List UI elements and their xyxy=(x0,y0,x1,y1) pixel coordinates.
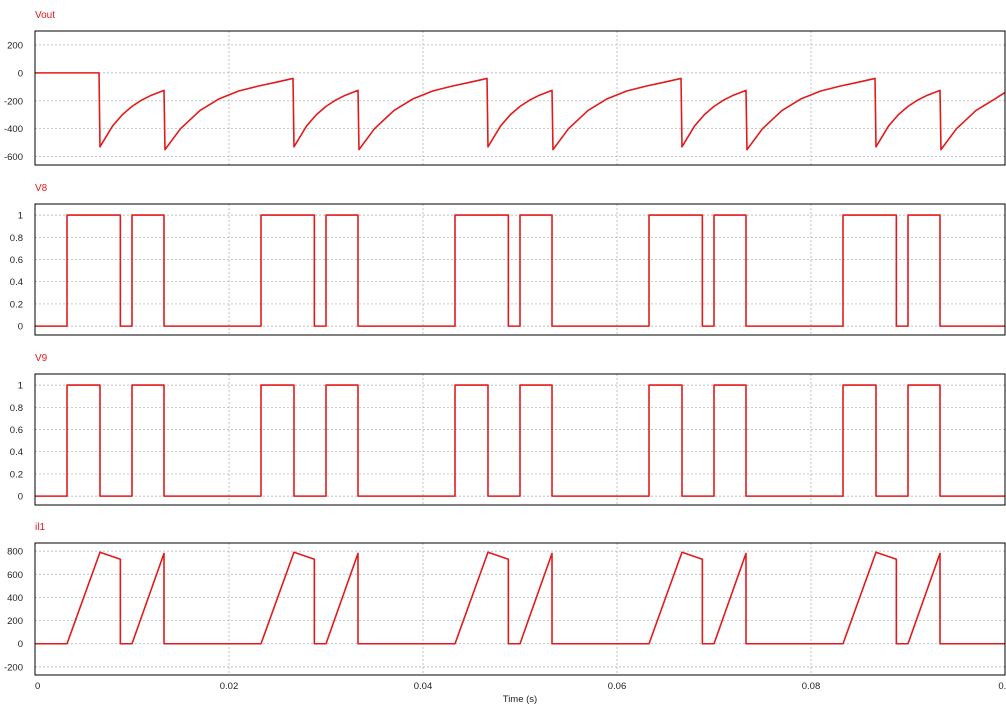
panel-frame xyxy=(34,542,1006,676)
y-tick-label: 0 xyxy=(18,322,23,333)
y-tick-label: -400 xyxy=(4,124,23,135)
y-tick-label: 0 xyxy=(18,492,23,503)
x-tick-label: 0.1 xyxy=(998,681,1006,692)
panel-frame xyxy=(34,203,1006,336)
panel-frame xyxy=(34,30,1006,166)
y-tick-label: 0.2 xyxy=(10,469,23,480)
y-tick-label: 0.6 xyxy=(10,425,23,436)
y-tick-label: 600 xyxy=(7,570,23,581)
panel-vout: Vout 200 0 -200 -400 -600 xyxy=(4,10,1006,166)
y-tick-label: 0.4 xyxy=(10,447,23,458)
panel-title: il1 xyxy=(35,522,45,533)
series-line-v8 xyxy=(35,214,1005,327)
y-tick-label: -600 xyxy=(4,152,23,163)
series-line-v9 xyxy=(35,384,1005,497)
y-tick-label: 800 xyxy=(7,547,23,558)
series-line-il1 xyxy=(35,551,1005,645)
panel-v9: V9 1 0.8 0.6 0.4 0.2 0 xyxy=(10,353,1006,506)
y-tick-label: 0 xyxy=(18,639,23,650)
y-tick-label: 0.8 xyxy=(10,233,23,244)
y-tick-label: 0.6 xyxy=(10,255,23,266)
panel-title: Vout xyxy=(35,10,55,21)
x-tick-label: 0.08 xyxy=(802,681,821,692)
y-tick-label: -200 xyxy=(4,96,23,107)
panel-v8: V8 1 0.8 0.6 0.4 0.2 0 xyxy=(10,183,1006,336)
y-tick-label: 0.8 xyxy=(10,403,23,414)
x-tick-label: 0.04 xyxy=(414,681,433,692)
y-tick-label: 200 xyxy=(7,616,23,627)
y-tick-label: 0.2 xyxy=(10,299,23,310)
x-tick-label: 0 xyxy=(35,681,40,692)
x-tick-label: 0.06 xyxy=(608,681,627,692)
series-line-vout xyxy=(35,72,1006,151)
y-tick-label: 400 xyxy=(7,593,23,604)
x-axis-label: Time (s) xyxy=(503,694,537,705)
y-tick-label: 0.4 xyxy=(10,277,23,288)
y-tick-label: 200 xyxy=(7,40,23,51)
y-tick-label: 1 xyxy=(18,381,23,392)
panel-title: V8 xyxy=(35,183,48,194)
y-tick-label: -200 xyxy=(4,662,23,673)
panel-frame xyxy=(34,373,1006,506)
y-tick-label: 0 xyxy=(18,68,23,79)
y-tick-label: 1 xyxy=(18,211,23,222)
panel-il1: il1 800 600 400 200 0 -200 xyxy=(4,522,1006,676)
x-tick-label: 0.02 xyxy=(220,681,239,692)
panel-title: V9 xyxy=(35,353,48,364)
